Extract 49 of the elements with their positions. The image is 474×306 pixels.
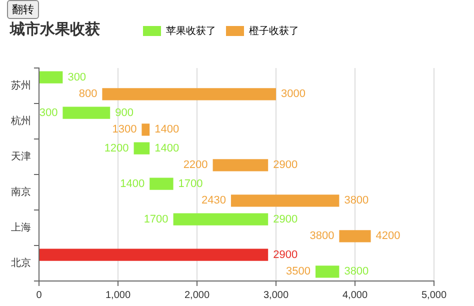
x-tick-label: 4,000 [342,290,368,301]
data-label: 2900 [273,213,298,226]
bar [134,142,150,154]
bar [212,159,268,172]
data-label: 1700 [178,178,203,190]
annotation: 1300 [112,124,137,136]
chart-title: 城市水果收获 [10,20,100,39]
legend-label: 苹果收获了 [166,24,216,37]
bar [40,248,268,261]
y-tick-label: 北京 [11,257,31,269]
bar [173,213,268,226]
y-tick-label: 杭州 [10,115,31,127]
y-tick-label: 南京 [11,186,31,198]
data-label: 3000 [281,88,306,100]
annotation: 2200 [183,159,208,172]
data-label: 2900 [273,248,298,261]
legend-label: 橙子收获了 [249,24,299,37]
flip-button: 翻转 [7,0,39,19]
bar [230,194,340,207]
x-tick-label: 1,000 [105,290,131,301]
x-tick-label: 0 [36,290,42,301]
y-tick-label: 上海 [11,222,31,234]
y-tick-label: 天津 [11,150,31,162]
data-label: 3800 [344,266,369,278]
bar [102,88,276,100]
annotation: 300 [39,106,58,119]
data-label: 3800 [344,194,369,207]
bar [339,230,371,242]
y-tick-label: 苏州 [11,80,31,92]
annotation: 1400 [120,178,145,190]
bar [62,106,110,119]
bar [150,178,174,190]
data-label: 4200 [376,230,400,242]
annotation: 3500 [286,266,310,278]
data-label: 300 [68,71,86,84]
data-label: 2900 [273,159,298,172]
x-tick-label: 2,000 [184,290,210,301]
x-tick-label: 5,000 [421,290,447,301]
data-label: 1400 [154,124,180,136]
bar [40,71,63,84]
annotation: 3800 [310,230,334,242]
data-label: 900 [115,106,134,119]
annotation: 800 [78,88,98,100]
x-tick-label: 3,000 [263,290,289,301]
annotation: 1700 [144,213,168,226]
data-label: 1400 [154,142,180,154]
bar [142,124,150,136]
annotation: 2430 [201,194,226,207]
annotation: 1200 [104,142,129,154]
